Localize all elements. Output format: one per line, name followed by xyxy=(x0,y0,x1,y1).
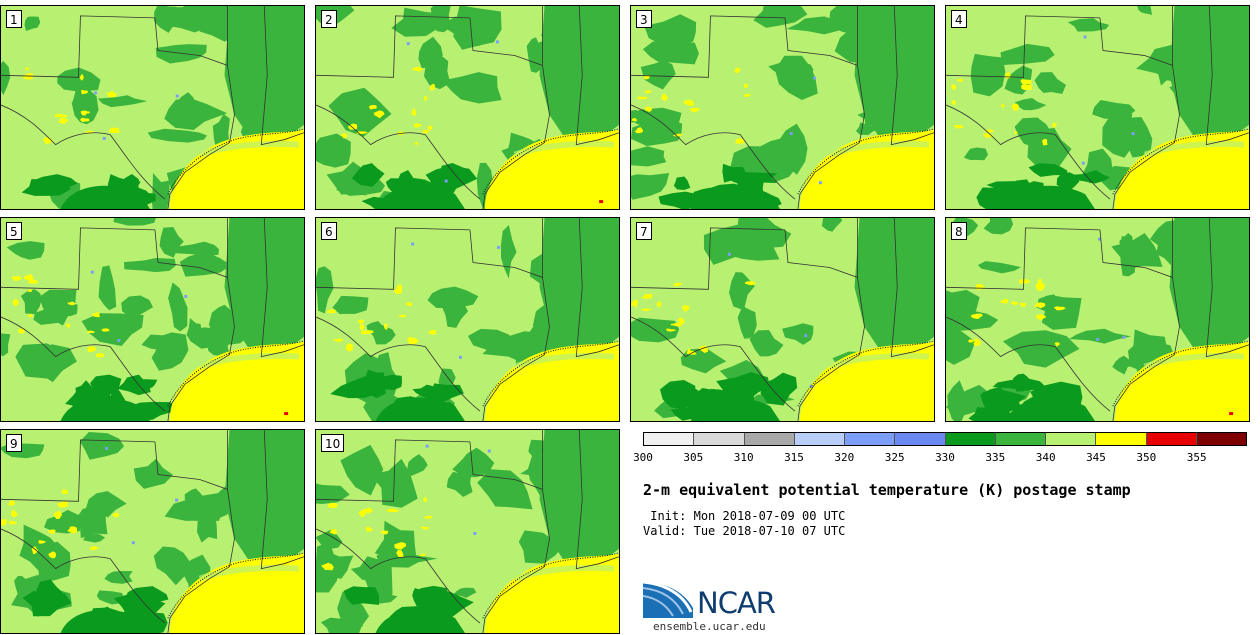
colorbar-tick-label: 315 xyxy=(784,451,804,464)
colorbar-segment xyxy=(945,433,996,445)
stamp-member-8: 8 xyxy=(945,217,1250,422)
colorbar-tick-label: 335 xyxy=(985,451,1006,464)
ncar-wordmark: NCAR xyxy=(697,586,776,620)
valid-value: Tue 2018-07-10 07 UTC xyxy=(693,524,846,538)
colorbar-segment xyxy=(845,433,896,445)
colorbar-segment xyxy=(744,433,795,445)
stamp-map xyxy=(316,218,619,421)
member-number: 5 xyxy=(6,222,22,240)
colorbar-segment xyxy=(1196,433,1246,445)
colorbar-tick-label: 300 xyxy=(633,451,653,464)
member-number: 6 xyxy=(321,222,337,240)
colorbar-tick-label: 340 xyxy=(1035,451,1056,464)
colorbar-segment xyxy=(1046,433,1097,445)
member-number: 2 xyxy=(321,10,337,28)
stamp-member-3: 3 xyxy=(630,5,935,210)
init-value: Mon 2018-07-09 00 UTC xyxy=(693,509,846,523)
stamp-member-5: 5 xyxy=(0,217,305,422)
member-number: 8 xyxy=(951,222,967,240)
stamp-member-9: 9 xyxy=(0,429,305,634)
colorbar-segment xyxy=(995,433,1046,445)
stamp-map xyxy=(946,6,1249,209)
ensemble-url: ensemble.ucar.edu xyxy=(653,620,766,633)
valid-label: Valid: xyxy=(643,524,687,538)
stamp-map xyxy=(631,6,934,209)
colorbar-segment xyxy=(1146,433,1197,445)
init-label: Init: xyxy=(643,509,687,523)
colorbar-tick-label: 350 xyxy=(1136,451,1157,464)
colorbar-tick-label: 310 xyxy=(733,451,754,464)
colorbar-segment xyxy=(644,433,695,445)
member-number: 3 xyxy=(636,10,652,28)
stamp-member-7: 7 xyxy=(630,217,935,422)
stamp-map xyxy=(1,430,304,633)
colorbar-tick-label: 355 xyxy=(1186,451,1207,464)
colorbar xyxy=(643,432,1247,446)
stamp-map xyxy=(1,218,304,421)
stamp-map xyxy=(631,218,934,421)
stamp-member-1: 1 xyxy=(0,5,305,210)
stamp-map xyxy=(1,6,304,209)
stamp-member-6: 6 xyxy=(315,217,620,422)
init-time: Init: Mon 2018-07-09 00 UTC xyxy=(643,509,845,523)
colorbar-segment xyxy=(794,433,845,445)
member-number: 1 xyxy=(6,10,22,28)
member-number: 7 xyxy=(636,222,652,240)
colorbar-tick-label: 320 xyxy=(834,451,855,464)
colorbar-segment xyxy=(694,433,745,445)
stamp-map xyxy=(316,6,619,209)
colorbar-tick-label: 330 xyxy=(935,451,955,464)
colorbar-tick-label: 305 xyxy=(683,451,704,464)
stamp-member-2: 2 xyxy=(315,5,620,210)
colorbar-segment xyxy=(1096,433,1147,445)
stamp-member-10: 10 xyxy=(315,429,620,634)
stamp-map xyxy=(946,218,1249,421)
member-number: 10 xyxy=(321,434,345,452)
plot-title: 2-m equivalent potential temperature (K)… xyxy=(643,481,1131,499)
colorbar-tick-label: 345 xyxy=(1086,451,1106,464)
colorbar-segment xyxy=(895,433,946,445)
member-number: 4 xyxy=(951,10,967,28)
valid-time: Valid: Tue 2018-07-10 07 UTC xyxy=(643,524,845,538)
ncar-logo-icon xyxy=(643,580,693,618)
colorbar-labels: 300 305 310 315 320 325 330 335 340 345 350 355 xyxy=(633,451,1247,465)
member-number: 9 xyxy=(6,434,22,452)
stamp-member-4: 4 xyxy=(945,5,1250,210)
colorbar-tick-label: 325 xyxy=(884,451,905,464)
stamp-map xyxy=(316,430,619,633)
